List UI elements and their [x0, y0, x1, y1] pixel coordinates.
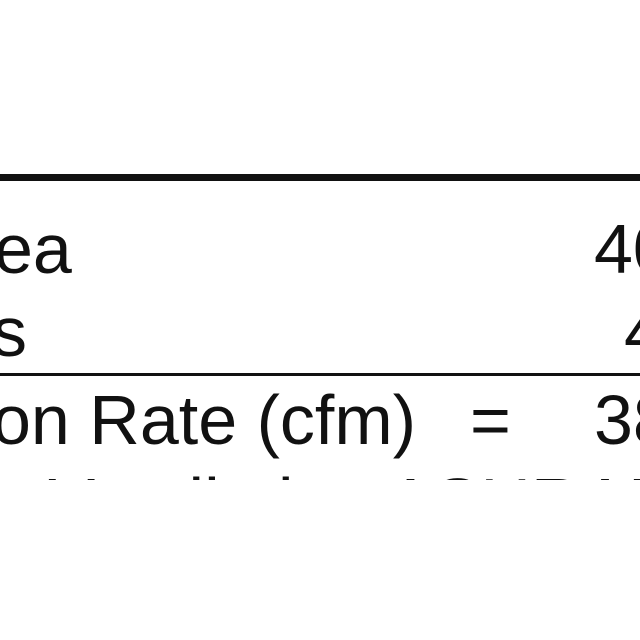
equals-sign: = [470, 381, 511, 459]
row-3-label: on Rate (cfm) [0, 381, 416, 459]
row-2-label: s [0, 293, 27, 371]
row-1-value: 40 [594, 210, 640, 288]
row-3-value: 38 [594, 381, 640, 459]
clipped-text-line: e Ventilation ASHRAE 62.1 floor area rat… [0, 468, 640, 480]
row-1-label: ea [0, 210, 72, 288]
table-total-rule [0, 373, 640, 376]
clipped-text: e Ventilation ASHRAE 62.1 floor area rat… [0, 468, 640, 480]
row-2-value: 4 [624, 297, 640, 367]
table-top-rule [0, 174, 640, 181]
